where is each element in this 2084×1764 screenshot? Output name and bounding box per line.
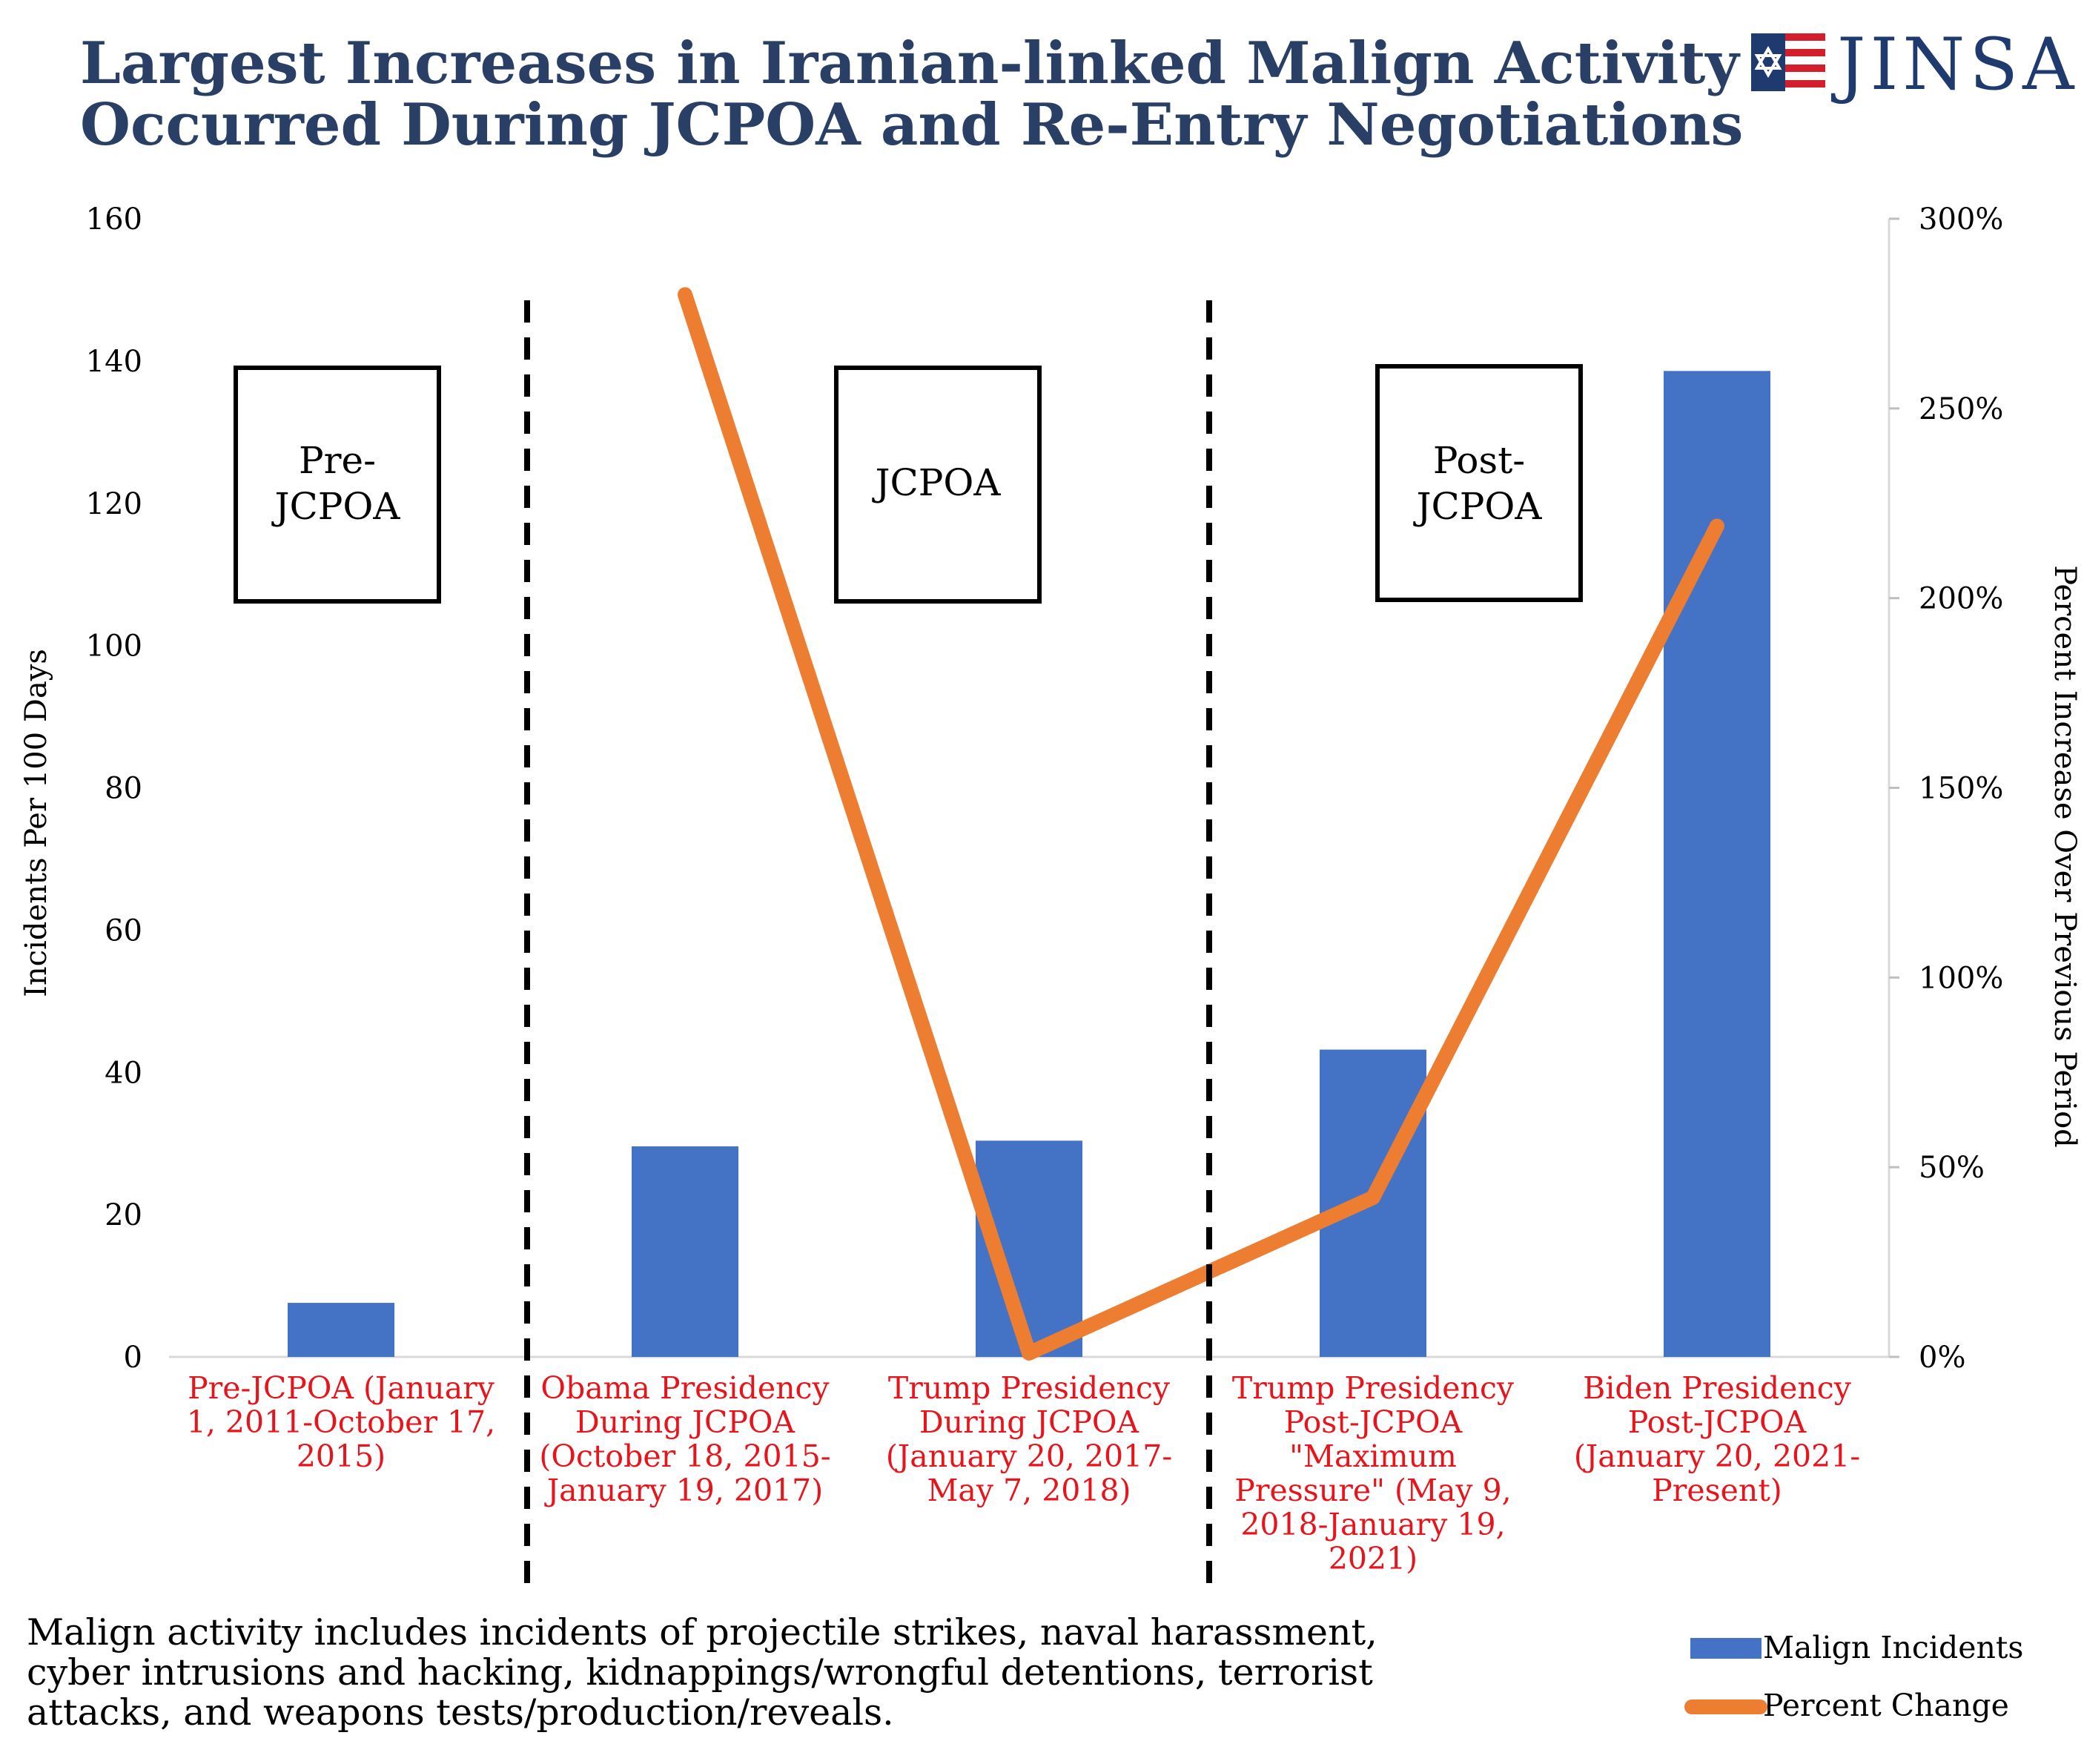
x-category-label: Trump Presidency During JCPOA (January 20,…	[886, 1370, 1172, 1508]
y-tick-label: 120	[86, 487, 142, 521]
period-label-jcpoa: JCPOA	[871, 461, 1001, 504]
x-category-label: Pre-JCPOA (January 1, 2011-October 17, 201…	[187, 1370, 495, 1474]
legend-label-malign-incidents: Malign Incidents	[1763, 1630, 2023, 1665]
period-label-pre-jcpoa-line-1: Pre-	[299, 439, 376, 482]
line-series	[678, 287, 1724, 1361]
y-tick-label: 60	[105, 914, 142, 948]
period-box-pre-jcpoa	[234, 366, 441, 604]
legend-label-percent-change: Percent Change	[1763, 1688, 2009, 1723]
y-tick-label: 40	[105, 1056, 142, 1090]
period-label-pre-jcpoa-line-2: JCPOA	[271, 485, 400, 528]
line-point-percent-change	[1372, 1197, 1374, 1199]
y-tick-label: 20	[105, 1198, 142, 1232]
y2-tick-label: 250%	[1919, 392, 2003, 426]
y2-tick-label: 150%	[1919, 772, 2003, 806]
y2-tick-label: 100%	[1919, 961, 2003, 995]
x-category-label: Trump Presidency Post-JCPOA "Maximum Pressu…	[1232, 1370, 1515, 1576]
period-label-post-jcpoa-line-2: JCPOA	[1412, 485, 1542, 528]
y2-tick-label: 200%	[1919, 582, 2003, 616]
period-boxes: Pre- JCPOA JCPOA Post- JCPOA	[234, 364, 1583, 604]
y-tick-label: 140	[86, 345, 142, 379]
y-tick-label: 100	[86, 630, 142, 664]
bar-malign-incidents	[288, 1303, 394, 1357]
y2-tick-label: 50%	[1919, 1151, 1985, 1185]
footnote-line-2: cyber intrusions and hacking, kidnapping…	[27, 1651, 1373, 1694]
legend-bar-swatch	[1690, 1638, 1762, 1659]
logo-text: JINSA	[1830, 23, 2079, 106]
x-category-label: Obama Presidency During JCPOA (October 18,…	[539, 1370, 830, 1508]
chart-title-line-2: Occurred During JCPOA and Re-Entry Negot…	[80, 91, 1743, 159]
y-tick-label: 80	[105, 772, 142, 806]
left-axis-ticks: 0 20 40 60 80 100 120 140 160	[86, 202, 142, 1375]
bar-malign-incidents	[632, 1146, 738, 1357]
y2-tick-label: 0%	[1919, 1341, 1965, 1375]
jinsa-logo: JINSA	[1751, 23, 2079, 106]
line-point-percent-change	[1716, 525, 1718, 527]
line-percent-change	[678, 287, 1724, 1361]
y2-tick-label: 300%	[1919, 202, 2003, 237]
line-point-percent-change	[1028, 1352, 1030, 1354]
period-label-post-jcpoa-line-1: Post-	[1433, 439, 1525, 482]
star-of-david-flag-icon	[1751, 33, 1825, 91]
y2-axis-label: Percent Increase Over Previous Period	[2048, 565, 2082, 1148]
footnote: Malign activity includes incidents of pr…	[27, 1611, 1377, 1734]
right-axis: 0% 50% 100% 150% 200% 250% 300%	[1888, 202, 2003, 1375]
y-tick-label: 160	[86, 202, 142, 237]
period-box-post-jcpoa	[1375, 364, 1583, 602]
footnote-line-3: attacks, and weapons tests/production/re…	[27, 1691, 894, 1734]
line-point-percent-change	[684, 294, 686, 296]
legend: Malign Incidents Percent Change	[1684, 1630, 2023, 1723]
period-box-jcpoa	[834, 366, 1042, 604]
footnote-line-1: Malign activity includes incidents of pr…	[27, 1611, 1377, 1654]
chart-title-line-1: Largest Increases in Iranian-linked Mali…	[80, 30, 1741, 97]
x-category-label: Biden Presidency Post-JCPOA (January 20, 2…	[1574, 1370, 1860, 1508]
y-tick-label: 0	[124, 1341, 142, 1375]
y-axis-label: Incidents Per 100 Days	[19, 649, 53, 997]
category-labels: Pre-JCPOA (January 1, 2011-October 17, 201…	[187, 1370, 1860, 1576]
